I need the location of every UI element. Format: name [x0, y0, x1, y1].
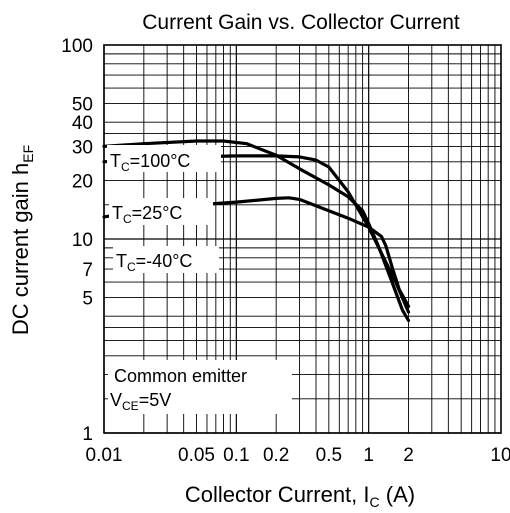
series-label-bg-100 [107, 145, 221, 172]
y-tick-label-7: 50 [72, 94, 93, 115]
y-tick-label-3: 10 [72, 230, 93, 251]
chart-title: Current Gain vs. Collector Current [142, 11, 460, 34]
x-tick-label-7: 10 [490, 445, 510, 466]
x-tick-label-1: 0.05 [178, 445, 215, 466]
x-tick-label-4: 0.5 [316, 445, 342, 466]
x-tick-labels: 0.01 0.05 0.1 0.2 0.5 1 2 10 [86, 445, 510, 466]
y-tick-label-0: 1 [82, 424, 93, 445]
y-tick-label-2: 7 [82, 260, 93, 281]
plot-frame [103, 44, 502, 434]
x-tick-label-3: 0.2 [263, 445, 289, 466]
y-tick-label-4: 20 [72, 172, 93, 193]
y-tick-label-5: 30 [72, 137, 93, 158]
x-tick-label-2: 0.1 [223, 445, 249, 466]
condition-line-2: VCE=5V [110, 390, 171, 413]
series-label-bg-minus40 [113, 246, 219, 273]
condition-label-bg [108, 360, 292, 414]
x-tick-label-5: 1 [363, 445, 374, 466]
series-line-0 [102, 139, 411, 323]
x-axis-label: Collector Current, IC (A) [185, 482, 415, 510]
y-tick-label-1: 5 [82, 288, 93, 309]
y-tick-label-8: 100 [61, 36, 93, 57]
condition-line-1: Common emitter [114, 366, 247, 386]
x-tick-label-6: 2 [403, 445, 414, 466]
series-label-bg-25 [109, 198, 213, 225]
x-tick-label-0: 0.01 [86, 445, 123, 466]
y-tick-label-6: 40 [72, 113, 93, 134]
y-axis-label: DC current gain hEF [8, 145, 36, 335]
series-label-100: TC=100°C [110, 151, 190, 174]
series-label-minus40: TC=-40°C [116, 251, 192, 274]
series-label-25: TC=25°C [112, 203, 182, 226]
